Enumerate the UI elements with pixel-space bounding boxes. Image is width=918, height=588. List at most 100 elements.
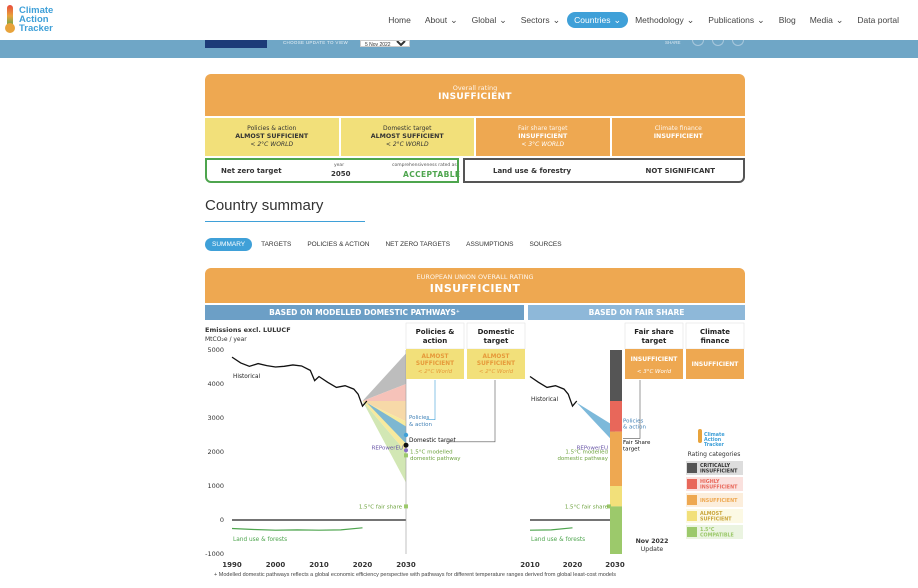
legend-label: HIGHLY (700, 479, 720, 485)
tab-policies-action[interactable]: POLICIES & ACTION (307, 241, 370, 248)
nav-sectors[interactable]: Sectors ⌄ (520, 15, 561, 25)
column-rating: ALMOST (482, 354, 509, 360)
repower-label-right: REPowerEU (577, 446, 608, 452)
legend-logo-text: Tracker (704, 442, 725, 448)
tab-targets[interactable]: TARGETS (261, 241, 292, 248)
fairshare-label-left: 1.5°C fair share (359, 504, 403, 510)
twitter-icon[interactable] (692, 40, 704, 46)
fairshare-marker-left (404, 504, 408, 509)
y-tick-label: -1000 (205, 550, 224, 558)
nav-data-portal[interactable]: Data portal (857, 15, 899, 25)
historical-line-left (231, 356, 368, 408)
rating-cell-fair-share-target[interactable]: Fair share target INSUFFICIENT < 3°C WORLD (476, 118, 610, 156)
domestic-connector (446, 380, 496, 443)
x-tick-label: 2030 (396, 561, 416, 569)
column-rating-box (406, 349, 464, 379)
column-rating: SUFFICIENT (477, 361, 515, 367)
x-tick-label: 2030 (605, 561, 625, 569)
fairshare-target-label-2: target (623, 446, 641, 452)
modelled-label-2: domestic pathway (410, 456, 461, 462)
column-header-box (405, 322, 465, 350)
modelled-marker (404, 453, 408, 458)
fairshare-target-label: Fair Share (623, 440, 651, 446)
chevron-down-icon: ⌄ (499, 15, 507, 25)
legend-label: INSUFFICIENT (700, 469, 738, 475)
legend-label: SUFFICIENT (700, 517, 732, 523)
legend-logo-icon (698, 429, 702, 443)
modelled-label-right-2: domestic pathway (557, 456, 608, 462)
linkedin-icon[interactable] (732, 40, 744, 46)
nav-about[interactable]: About ⌄ (424, 15, 458, 25)
rating-cell-climate-finance[interactable]: Climate finance INSUFFICIENT (611, 118, 745, 156)
tab-net-zero-targets[interactable]: NET ZERO TARGETS (385, 241, 451, 248)
chevron-down-icon: ⌄ (835, 15, 844, 25)
column-label: Domestic (478, 328, 515, 336)
legend-swatch (687, 511, 697, 521)
domestic-target-label: Domestic target (409, 438, 457, 444)
column-rating: INSUFFICIENT (631, 356, 679, 363)
repower-label: REPowerEU (372, 446, 403, 452)
policies-label-right: Policies (623, 418, 643, 424)
rating-cell-policies-action[interactable]: Policies & action ALMOST SUFFICIENT < 2°C … (205, 118, 339, 156)
country-banner-strip (205, 40, 267, 48)
legend-swatch (687, 495, 697, 505)
logo-text: Climate Action Tracker (19, 4, 54, 34)
fairshare-marker-right (607, 504, 611, 509)
column-label: Policies & (416, 328, 455, 336)
update-select[interactable]: 5 Nov 2022 (360, 40, 410, 47)
column-header-box (685, 322, 745, 350)
rating-cell-domestic-target[interactable]: Domestic target ALMOST SUFFICIENT < 2°C WO… (340, 118, 474, 156)
net-zero-target-box[interactable]: Net zero target year 2050 comprehensiven… (205, 158, 460, 183)
column-label: finance (701, 337, 730, 345)
repower-marker (404, 448, 408, 453)
fairshare-bar-segment (610, 401, 622, 432)
update-bar: CHOOSE UPDATE TO VIEW 5 Nov 2022 SHARE (0, 40, 918, 58)
tab-summary[interactable]: SUMMARY (205, 238, 253, 251)
facebook-icon[interactable] (712, 40, 724, 46)
y-tick-label: 3000 (207, 414, 224, 422)
legend-label: INSUFFICIENT (700, 498, 738, 504)
band-domestic-pathways: BASED ON MODELLED DOMESTIC PATHWAYS⁺ (205, 305, 524, 320)
highly-insufficient-band (362, 384, 406, 401)
tab-assumptions[interactable]: ASSUMPTIONS (466, 241, 514, 248)
update-label: Nov 2022 (636, 538, 669, 545)
column-label: Fair share (634, 328, 674, 336)
nav-countries[interactable]: Countries ⌄ (567, 12, 629, 28)
y-tick-label: 1000 (207, 482, 224, 490)
nav-media[interactable]: Media ⌄ (809, 15, 844, 25)
chevron-down-icon: ⌄ (686, 15, 695, 25)
y-tick-label: 0 (220, 516, 224, 524)
x-tick-label: 2020 (353, 561, 373, 569)
historical-label-right: Historical (531, 397, 559, 403)
legend-logo-text: Action (704, 437, 722, 443)
emissions-chart: Emissions excl. LULUCF MtCO₂e / year -1000… (205, 322, 745, 569)
column-rating-sub: < 2°C World (479, 369, 514, 375)
overall-rating: Overall rating INSUFFICIENT (205, 74, 745, 116)
legend-item-bg (686, 461, 743, 475)
fairshare-label-right: 1.5°C fair share (565, 504, 609, 510)
nav-menu: Home About ⌄ Global ⌄ Sectors ⌄ Countries ⌄ Metho… (381, 12, 906, 28)
legend-swatch (687, 527, 697, 537)
policies-label: Policies (409, 415, 429, 421)
site-logo[interactable]: Climate Action Tracker (4, 5, 53, 33)
policies-connector (426, 380, 436, 420)
nav-home[interactable]: Home (388, 15, 411, 25)
land-use-box[interactable]: Land use & forestry NOT SIGNIFICANT (463, 158, 745, 183)
y-tick-label: 2000 (207, 448, 224, 456)
nav-methodology[interactable]: Methodology ⌄ (635, 15, 695, 25)
x-tick-label: 2010 (309, 561, 329, 569)
policies-range-right (576, 402, 615, 444)
legend-swatch (687, 479, 697, 489)
summary-tabs: SUMMARY TARGETS POLICIES & ACTION NET ZERO … (205, 238, 569, 251)
nav-global[interactable]: Global ⌄ (471, 15, 507, 25)
tab-sources[interactable]: SOURCES (529, 241, 562, 248)
nav-blog[interactable]: Blog (778, 15, 796, 25)
legend-item-bg (686, 525, 743, 539)
thermometer-icon (4, 5, 15, 33)
fairshare-bar-segment (610, 506, 622, 554)
nav-publications[interactable]: Publications ⌄ (708, 15, 765, 25)
policies-label-right-2: & action (623, 425, 646, 431)
policies-label-2: & action (409, 422, 432, 428)
legend-label: CRITICALLY (700, 463, 731, 469)
lulucf-label-right: Land use & forests (531, 537, 585, 543)
